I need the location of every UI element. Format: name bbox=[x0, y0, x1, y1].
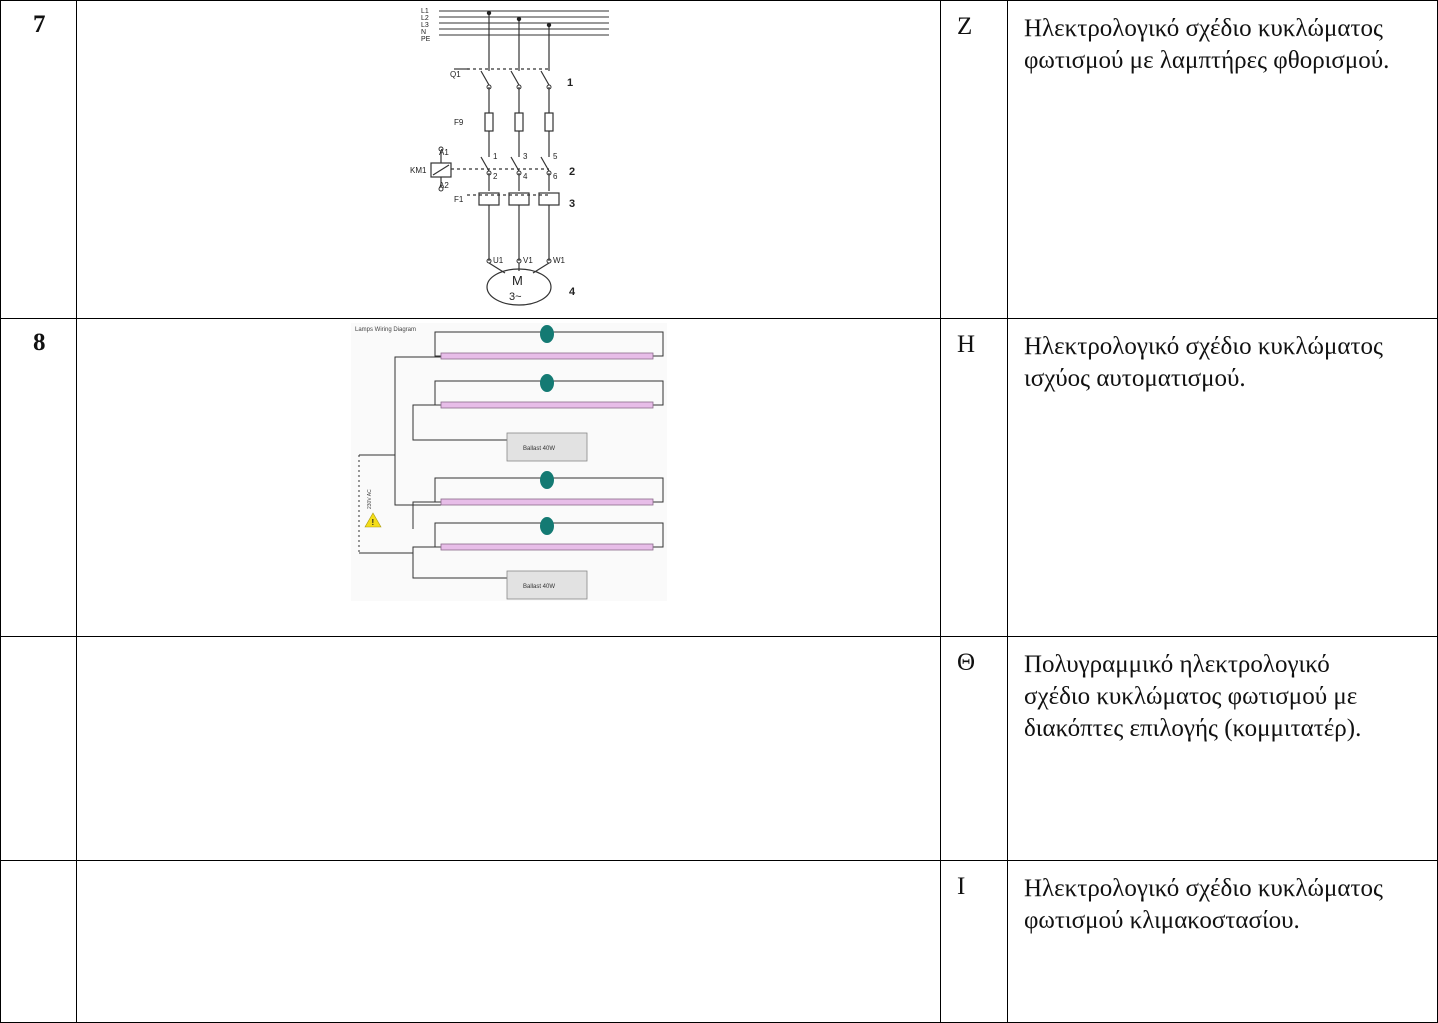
row-number bbox=[0, 636, 77, 861]
step-label-2: 2 bbox=[569, 166, 575, 178]
step-label-1: 1 bbox=[567, 77, 573, 89]
motor-power-circuit-diagram: L1 L2 L3 N PE bbox=[410, 8, 679, 306]
terminal-circles bbox=[438, 84, 551, 264]
row-number: 7 bbox=[0, 0, 77, 319]
fluorescent-tubes bbox=[440, 352, 653, 551]
contact-label-5: 5 bbox=[553, 152, 558, 161]
f1-label: F1 bbox=[454, 195, 464, 204]
bus-label-l2: L2 bbox=[421, 15, 429, 22]
a2-label: A2 bbox=[439, 181, 449, 190]
q1-label: Q1 bbox=[450, 70, 461, 79]
figure-cell bbox=[76, 636, 941, 861]
bus-label-l1: L1 bbox=[421, 8, 429, 15]
table-row: 7 L1 L2 L3 N PE bbox=[0, 0, 1438, 319]
table-row: 8 Lamps Wiring Diagram bbox=[0, 318, 1438, 637]
ballasts bbox=[506, 432, 587, 600]
figure-cell: Lamps Wiring Diagram bbox=[76, 318, 941, 637]
contact-label-1: 1 bbox=[493, 152, 498, 161]
phase-lines bbox=[429, 13, 560, 274]
v1-label: V1 bbox=[523, 256, 533, 265]
motor-symbol bbox=[485, 268, 552, 306]
figure-cell bbox=[76, 860, 941, 1023]
junction-dots bbox=[486, 10, 551, 28]
answer-description: Ηλεκτρολογικό σχέδιο κυκλώματος φωτισμού… bbox=[1007, 0, 1438, 319]
svg-text:!: ! bbox=[371, 518, 374, 527]
lamps-wiring-diagram: Lamps Wiring Diagram bbox=[350, 323, 667, 601]
answer-description: Ηλεκτρολογικό σχέδιο κυκλώματος ισχύος α… bbox=[1007, 318, 1438, 637]
contact-label-2: 2 bbox=[493, 172, 498, 181]
ballast-label-1: Ballast 40W bbox=[523, 446, 555, 452]
figure-cell: L1 L2 L3 N PE bbox=[76, 0, 941, 319]
contact-label-4: 4 bbox=[523, 172, 528, 181]
table-row: Θ Πολυγραμμικό ηλεκτρολογικό σχέδιο κυκλ… bbox=[0, 636, 1438, 861]
answer-letter: Θ bbox=[940, 636, 1008, 861]
answer-letter: I bbox=[940, 860, 1008, 1023]
bus-label-n: N bbox=[421, 29, 426, 36]
w1-label: W1 bbox=[553, 256, 566, 265]
diagram-title: Lamps Wiring Diagram bbox=[355, 327, 416, 333]
bus-label-pe: PE bbox=[421, 36, 431, 43]
km1-label: KM1 bbox=[410, 166, 427, 175]
contact-label-3: 3 bbox=[523, 152, 528, 161]
answer-letter: Z bbox=[940, 0, 1008, 319]
step-label-4: 4 bbox=[569, 286, 576, 298]
starter-icons bbox=[539, 325, 554, 535]
answer-letter: H bbox=[940, 318, 1008, 637]
row-number bbox=[0, 860, 77, 1023]
warning-icon: ! bbox=[363, 512, 382, 528]
answer-description: Ηλεκτρολογικό σχέδιο κυκλώματος φωτισμού… bbox=[1007, 860, 1438, 1023]
step-label-3: 3 bbox=[569, 198, 575, 210]
busbars bbox=[438, 10, 679, 36]
ballast-label-2: Ballast 40W bbox=[523, 584, 555, 590]
a1-label: A1 bbox=[439, 148, 449, 157]
row-number: 8 bbox=[0, 318, 77, 637]
voltage-label: 230V AC bbox=[367, 489, 373, 509]
motor-letter: M bbox=[512, 273, 523, 288]
u1-label: U1 bbox=[493, 256, 504, 265]
f9-label: F9 bbox=[454, 118, 464, 127]
table-row: I Ηλεκτρολογικό σχέδιο κυκλώματος φωτισμ… bbox=[0, 860, 1438, 1023]
motor-phase-label: 3~ bbox=[509, 291, 522, 303]
bus-label-l3: L3 bbox=[421, 22, 429, 29]
answer-description: Πολυγραμμικό ηλεκτρολογικό σχέδιο κυκλώμ… bbox=[1007, 636, 1438, 861]
contact-label-6: 6 bbox=[553, 172, 558, 181]
